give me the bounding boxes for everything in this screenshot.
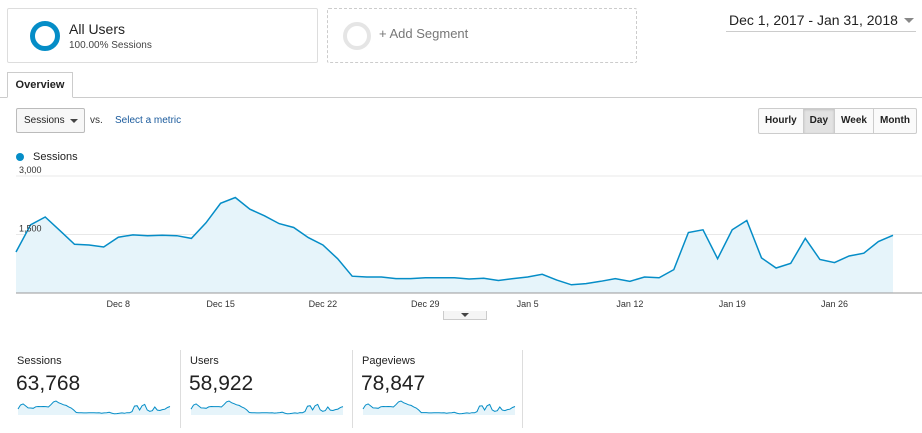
chevron-down-icon [461, 313, 469, 317]
empty-segment-ring-icon [343, 22, 371, 50]
vs-label: vs. [90, 115, 103, 126]
sessions-line-chart[interactable]: 3,000 1,500 Dec 8 Dec 15 Dec 22 Dec 29 Jan 5 Ja… [0, 165, 922, 310]
granularity-toggle: Hourly Day Week Month [758, 108, 917, 134]
metric-card-sessions[interactable]: Sessions 63,768 [0, 350, 171, 428]
sparkline-line [362, 400, 516, 415]
metric-label: Users [190, 355, 219, 367]
sessions-series-line [15, 196, 894, 286]
metric-value: 78,847 [361, 372, 426, 395]
chart-collapse-toggle[interactable] [443, 311, 487, 320]
chart-legend: Sessions [16, 151, 78, 163]
segment-percentage: 100.00% Sessions [69, 40, 152, 51]
metric-label: Pageviews [362, 355, 416, 367]
x-tick-label: Dec 8 [107, 299, 131, 309]
segment-name: All Users [69, 21, 126, 37]
segment-all-users[interactable]: All Users 100.00% Sessions [7, 8, 318, 63]
tab-overview[interactable]: Overview [7, 72, 73, 98]
y-tick-label: 3,000 [19, 165, 42, 175]
pageviews-sparkline [362, 400, 516, 415]
metric-value: 58,922 [189, 372, 254, 395]
metric-divider [522, 350, 523, 428]
add-segment-label: + Add Segment [379, 26, 469, 41]
x-tick-label: Dec 22 [309, 299, 338, 309]
legend-dot-icon [16, 153, 24, 161]
segment-ring-icon [30, 21, 60, 51]
add-segment-button[interactable]: + Add Segment [327, 8, 637, 63]
sparkline-area [363, 401, 515, 415]
sparkline-area [18, 401, 170, 415]
chevron-down-icon [904, 18, 914, 23]
x-tick-label: Jan 12 [616, 299, 643, 309]
date-range-picker[interactable]: Dec 1, 2017 - Jan 31, 2018 [726, 9, 916, 32]
metric-select[interactable]: Sessions [16, 108, 85, 133]
metric-label: Sessions [17, 355, 62, 367]
x-tick-label: Jan 5 [517, 299, 539, 309]
users-sparkline [190, 400, 344, 415]
legend-label: Sessions [33, 151, 78, 163]
metric-card-pageviews[interactable]: Pageviews 78,847 [352, 350, 516, 428]
metric-value: 63,768 [16, 372, 81, 395]
week-button[interactable]: Week [835, 109, 874, 133]
chevron-down-icon [70, 119, 78, 123]
x-tick-label: Dec 29 [411, 299, 440, 309]
select-metric-link[interactable]: Select a metric [115, 115, 182, 126]
date-range-text: Dec 1, 2017 - Jan 31, 2018 [729, 12, 898, 28]
metric-select-value: Sessions [24, 115, 65, 126]
month-button[interactable]: Month [879, 115, 910, 126]
tab-divider [0, 97, 922, 98]
x-tick-label: Jan 26 [821, 299, 848, 309]
sessions-area [16, 197, 893, 293]
x-tick-label: Jan 19 [719, 299, 746, 309]
sparkline-line [17, 400, 171, 415]
sessions-sparkline [17, 400, 171, 415]
sparkline-line [190, 400, 344, 415]
day-button[interactable]: Day [803, 109, 836, 133]
x-tick-label: Dec 15 [206, 299, 235, 309]
metric-card-users[interactable]: Users 58,922 [180, 350, 344, 428]
y-tick-label: 1,500 [19, 224, 42, 234]
hourly-button[interactable]: Hourly [759, 109, 804, 133]
